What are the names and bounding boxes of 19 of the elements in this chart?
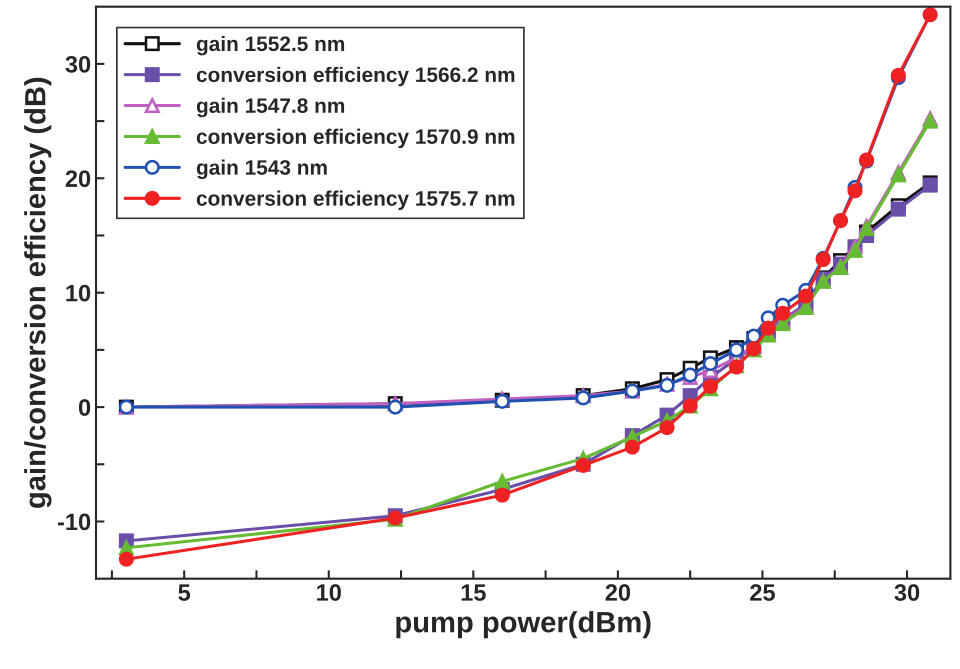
legend-label: conversion efficiency 1575.7 nm	[196, 190, 514, 210]
y-tick-label: 30	[65, 56, 90, 73]
y-tick-label: 10	[66, 284, 90, 302]
x-tick-label: 25	[750, 584, 775, 601]
legend-label: conversion efficiency 1566.2 nm	[196, 66, 514, 86]
x-tick-label: 20	[606, 584, 630, 601]
x-axis-title: pump power(dBm)	[396, 611, 651, 638]
y-tick-label: -10	[58, 514, 90, 530]
y-axis-title: gain/conversion efficiency (dB)	[24, 78, 52, 508]
y-tick-label: 0	[78, 399, 90, 416]
legend-label: gain 1547.8 nm	[196, 98, 344, 118]
x-tick-label: 10	[317, 584, 341, 601]
legend-label: gain 1552.5 nm	[196, 36, 344, 56]
x-tick-label: 30	[894, 584, 920, 601]
x-tick-label: 15	[462, 584, 486, 601]
legend-label: conversion efficiency 1570.9 nm	[196, 128, 514, 148]
x-tick-label: 5	[178, 584, 190, 601]
y-tick-label: 20	[66, 170, 90, 188]
legend-label: gain 1543 nm	[196, 160, 327, 180]
